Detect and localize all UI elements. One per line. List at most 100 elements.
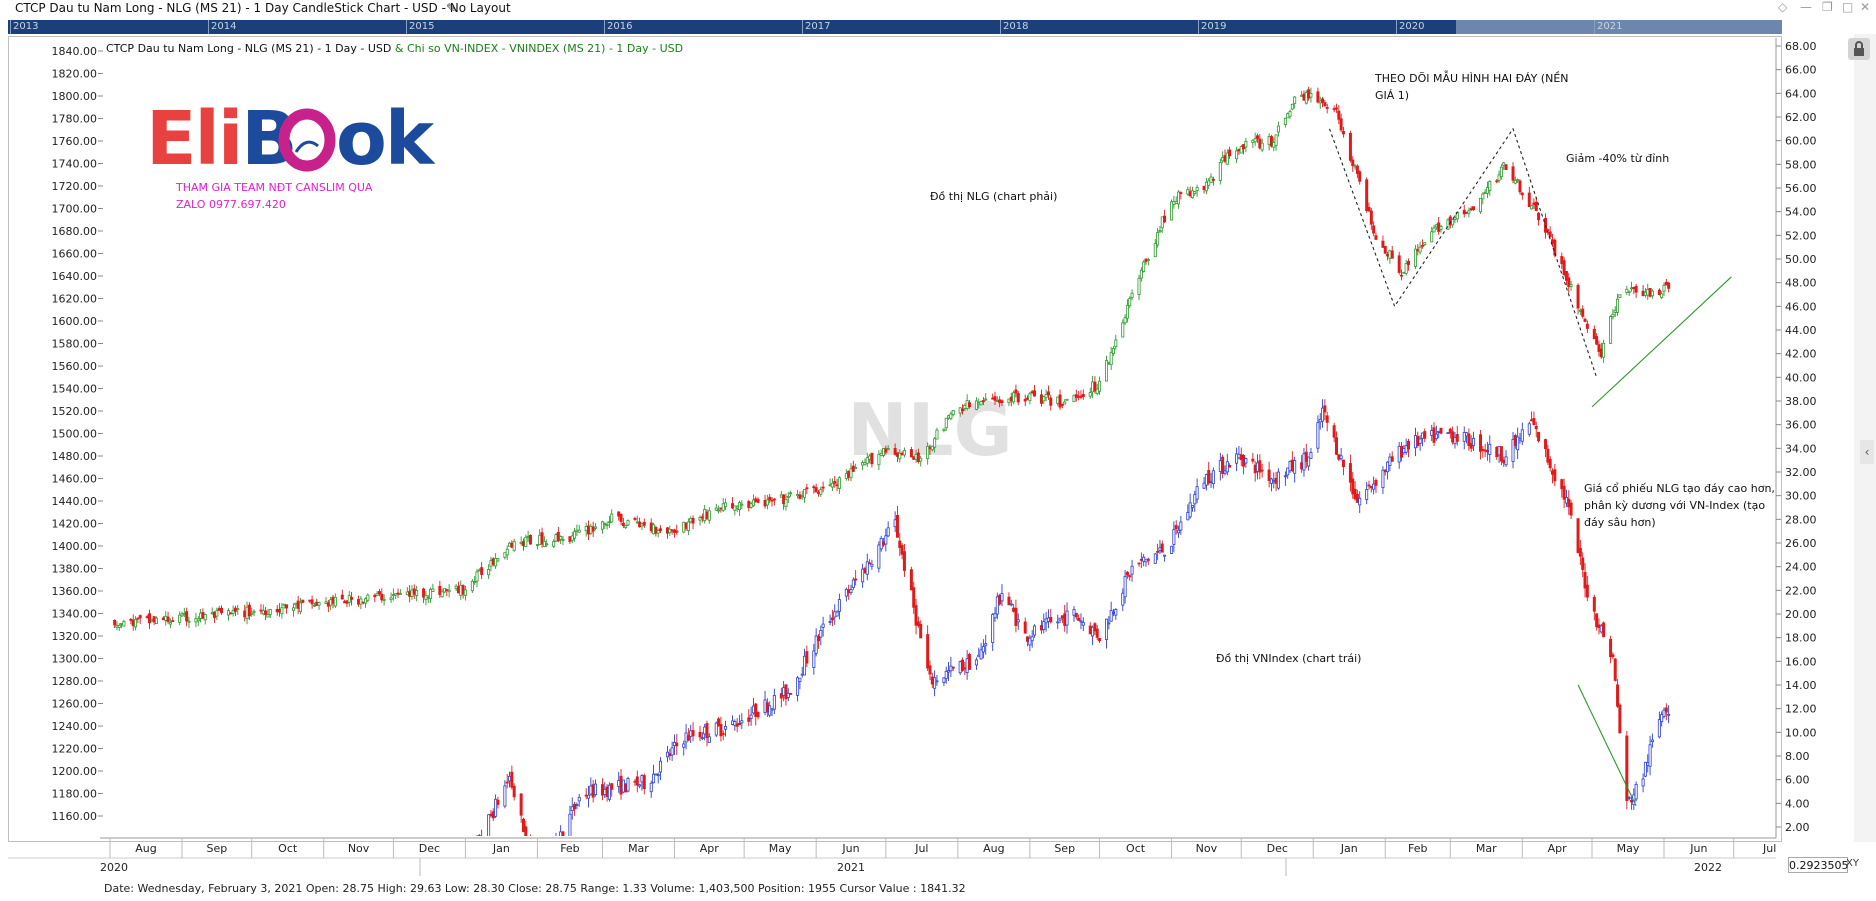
candle <box>1369 207 1373 230</box>
candle <box>865 553 869 581</box>
candle <box>524 534 528 548</box>
collapse-panel-icon[interactable]: ‹ <box>1860 440 1874 464</box>
navigator-year[interactable]: 2020 <box>1399 21 1425 32</box>
candle <box>491 808 495 822</box>
candle <box>1026 636 1030 647</box>
candle <box>1307 86 1311 101</box>
candle <box>991 612 995 651</box>
candle <box>1634 283 1638 298</box>
candle <box>1472 206 1476 211</box>
candle <box>134 616 138 631</box>
navigator-year[interactable]: 2018 <box>1003 21 1029 32</box>
candle <box>261 604 265 616</box>
date-navigator[interactable]: 2013201420152016201720182019202020212022 <box>8 20 1782 34</box>
candle <box>1290 103 1294 111</box>
cursor-value-field[interactable]: 0.2923505 <box>1788 857 1849 873</box>
diamond-icon[interactable]: ◇ <box>1778 0 1788 14</box>
candle <box>1272 137 1276 152</box>
candle <box>1088 387 1092 399</box>
candle <box>1211 176 1215 186</box>
candle <box>1404 438 1408 455</box>
candle <box>1105 355 1109 382</box>
candle <box>993 391 997 405</box>
candle <box>1472 431 1476 452</box>
candle <box>1190 505 1194 512</box>
xy-toggle-button[interactable]: XY <box>1846 858 1859 869</box>
candle <box>958 660 962 675</box>
left-axis-tick: 1580.00 <box>52 338 103 351</box>
candle <box>1497 446 1501 463</box>
candle <box>591 521 595 537</box>
svg-text:40.00: 40.00 <box>1785 371 1817 384</box>
candle <box>928 660 932 680</box>
candle <box>1156 228 1160 248</box>
x-axis-month: Feb <box>536 838 580 858</box>
candle <box>893 511 897 533</box>
svg-text:2022: 2022 <box>1694 861 1722 874</box>
navigator-year[interactable]: 2014 <box>211 21 237 32</box>
candle <box>682 521 686 534</box>
maximize-icon[interactable]: □ <box>1842 0 1854 14</box>
navigator-year[interactable]: 2021 <box>1597 21 1623 32</box>
candle <box>573 527 577 542</box>
svg-text:68.00: 68.00 <box>1785 40 1817 53</box>
status-bar: Date: Wednesday, February 3, 2021 Open: … <box>104 882 966 895</box>
candle <box>575 802 579 810</box>
title-bar: CTCP Dau tu Nam Long - NLG (MS 21) - 1 D… <box>0 0 1876 18</box>
left-axis-tick: 1700.00 <box>52 203 103 216</box>
candle <box>1358 491 1362 514</box>
candle <box>282 603 286 609</box>
candle <box>426 594 430 604</box>
candle <box>512 538 516 552</box>
candle <box>461 584 465 599</box>
candle <box>1307 456 1311 471</box>
candle <box>916 616 920 628</box>
candle <box>868 559 872 565</box>
elibook-logo: EliB ok <box>146 96 438 182</box>
candle <box>1569 280 1573 292</box>
minimize-icon[interactable]: — <box>1800 0 1812 14</box>
x-axis-month: Aug <box>957 838 1005 858</box>
svg-text:1360.00: 1360.00 <box>52 585 98 598</box>
candle <box>960 404 964 415</box>
candle <box>707 733 711 743</box>
candle <box>1267 133 1271 151</box>
candle <box>1423 242 1427 247</box>
svg-text:1800.00: 1800.00 <box>52 90 98 103</box>
candle <box>266 609 270 618</box>
close-icon[interactable]: ✕ <box>1860 0 1871 14</box>
candle <box>1495 178 1499 184</box>
candle <box>1402 444 1406 455</box>
navigator-year[interactable]: 2013 <box>13 21 39 32</box>
candle <box>438 580 442 598</box>
navigator-year[interactable]: 2019 <box>1201 21 1227 32</box>
candle <box>1012 390 1016 405</box>
candle <box>984 634 988 655</box>
navigator-year[interactable]: 2016 <box>607 21 633 32</box>
restore-icon[interactable]: ❐ <box>1822 0 1833 14</box>
lock-icon[interactable] <box>1848 38 1870 60</box>
candle <box>854 570 858 586</box>
navigator-year[interactable]: 2015 <box>409 21 435 32</box>
svg-text:May: May <box>769 842 792 855</box>
candle <box>789 490 793 497</box>
right-axis-tick: 24.00 <box>1776 561 1817 574</box>
candle <box>554 533 558 543</box>
navigator-year[interactable]: 2017 <box>805 21 831 32</box>
candle <box>464 870 466 881</box>
candle <box>698 515 702 526</box>
candle <box>624 525 628 530</box>
candle <box>528 534 532 545</box>
navigator-selection[interactable] <box>1456 20 1782 34</box>
candle <box>1439 427 1443 435</box>
candle <box>770 497 774 507</box>
candle <box>1660 291 1664 300</box>
svg-text:Jun: Jun <box>841 842 859 855</box>
pencil-icon[interactable]: ✎ <box>446 1 457 15</box>
candle <box>1098 637 1102 643</box>
candle <box>935 675 939 686</box>
candle <box>1023 617 1027 634</box>
svg-text:26.00: 26.00 <box>1785 537 1817 550</box>
svg-text:Dec: Dec <box>419 842 440 855</box>
